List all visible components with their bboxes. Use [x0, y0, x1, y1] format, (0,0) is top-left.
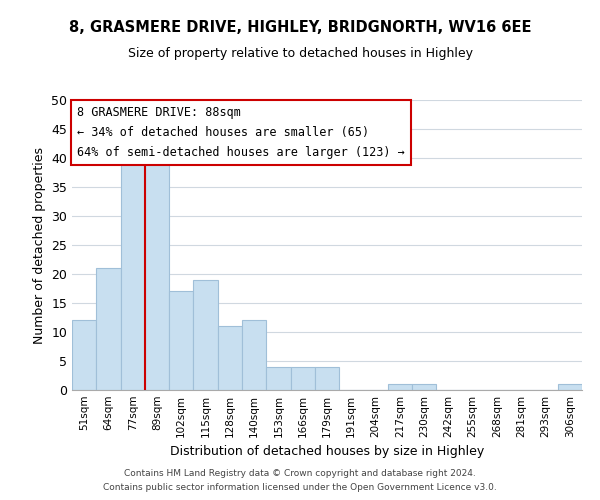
Text: Contains public sector information licensed under the Open Government Licence v3: Contains public sector information licen… — [103, 484, 497, 492]
Text: 8 GRASMERE DRIVE: 88sqm
← 34% of detached houses are smaller (65)
64% of semi-de: 8 GRASMERE DRIVE: 88sqm ← 34% of detache… — [77, 106, 405, 159]
Bar — [558, 384, 582, 390]
Bar — [242, 320, 266, 390]
Bar — [96, 268, 121, 390]
Bar — [145, 146, 169, 390]
Bar — [218, 326, 242, 390]
Bar — [121, 158, 145, 390]
Y-axis label: Number of detached properties: Number of detached properties — [32, 146, 46, 344]
Bar — [266, 367, 290, 390]
Bar — [388, 384, 412, 390]
Text: 8, GRASMERE DRIVE, HIGHLEY, BRIDGNORTH, WV16 6EE: 8, GRASMERE DRIVE, HIGHLEY, BRIDGNORTH, … — [69, 20, 531, 35]
Bar — [72, 320, 96, 390]
Bar — [169, 292, 193, 390]
X-axis label: Distribution of detached houses by size in Highley: Distribution of detached houses by size … — [170, 446, 484, 458]
Bar — [412, 384, 436, 390]
Bar — [290, 367, 315, 390]
Bar — [193, 280, 218, 390]
Text: Size of property relative to detached houses in Highley: Size of property relative to detached ho… — [128, 48, 473, 60]
Text: Contains HM Land Registry data © Crown copyright and database right 2024.: Contains HM Land Registry data © Crown c… — [124, 468, 476, 477]
Bar — [315, 367, 339, 390]
